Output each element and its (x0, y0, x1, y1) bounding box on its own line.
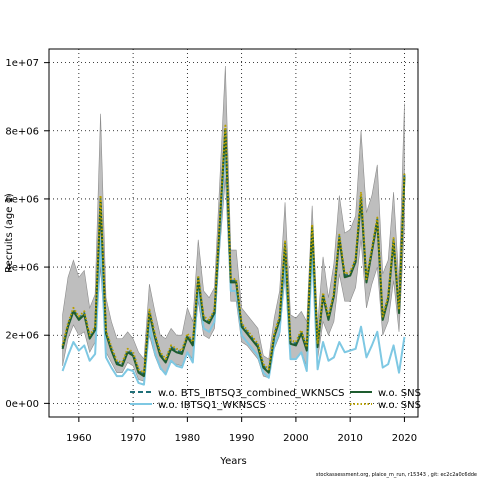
series-line (61, 126, 406, 376)
x-tick-label: 1990 (229, 433, 254, 444)
y-tick-label: 6e+06 (5, 194, 39, 205)
y-tick-label: 1e+07 (5, 58, 39, 69)
x-axis: 1960 1970 1980 1990 2000 2010 2020 (66, 417, 417, 444)
plot-area-frame (48, 48, 419, 418)
series-line (61, 140, 406, 386)
y-tick-label: 2e+06 (5, 331, 39, 342)
x-axis-title: Years (219, 456, 246, 467)
y-axis: 0e+00 2e+06 4e+06 6e+06 8e+06 1e+07 (5, 58, 49, 410)
x-tick-label: 2020 (392, 433, 417, 444)
legend-label: w.o. IBTSQ1_WKNSCS (158, 400, 266, 411)
footer-text: stockassessment.org, plaice_m_run, r1534… (315, 472, 477, 478)
legend-label: w.o. SNS (378, 400, 421, 411)
series-line (61, 128, 406, 378)
y-axis-title: Recruits (age 1) (4, 193, 15, 273)
y-tick-label: 0e+00 (5, 399, 39, 410)
y-tick-label: 8e+06 (5, 126, 39, 137)
legend-label: w.o. SNS (378, 388, 421, 399)
series-lines (61, 124, 406, 386)
x-tick-label: 1970 (120, 433, 145, 444)
legend-label: w.o. BTS_IBTSQ3_combined_WKNSCS (158, 388, 344, 399)
x-tick-label: 2010 (337, 433, 362, 444)
y-tick-label: 4e+06 (5, 263, 39, 274)
x-tick-label: 1980 (175, 433, 200, 444)
confidence-band-area (62, 66, 405, 382)
confidence-band (62, 66, 405, 382)
series-line (61, 124, 406, 374)
x-tick-label: 2000 (283, 433, 308, 444)
x-tick-label: 1960 (66, 433, 91, 444)
